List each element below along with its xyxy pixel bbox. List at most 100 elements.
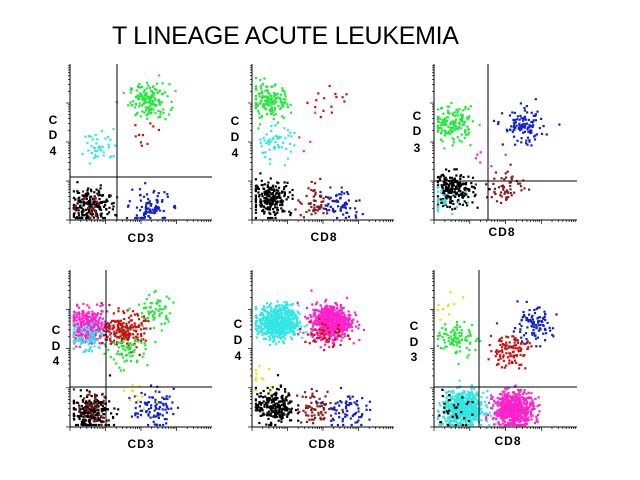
data-point-blue xyxy=(149,384,153,387)
data-point-green xyxy=(153,312,156,315)
data-point-darkred xyxy=(100,423,103,427)
data-point-green xyxy=(284,95,287,98)
y-axis-label: 4 xyxy=(50,144,57,158)
data-point-blue xyxy=(165,405,168,408)
data-point-black xyxy=(261,402,264,405)
data-point-green xyxy=(259,100,262,103)
data-point-black xyxy=(453,188,456,191)
data-point-darkred xyxy=(323,403,326,406)
data-point-green xyxy=(447,116,450,119)
data-point-magenta xyxy=(341,336,344,339)
data-point-cyan xyxy=(269,336,272,339)
data-point-green xyxy=(454,118,458,121)
data-point-cyan xyxy=(269,316,273,319)
data-point-cyan xyxy=(74,329,77,332)
data-point-cyan xyxy=(453,395,456,398)
data-point-black xyxy=(452,181,455,185)
data-point-magenta xyxy=(352,318,355,321)
data-point-green xyxy=(152,85,155,88)
data-point-red xyxy=(114,334,117,338)
data-point-darkred xyxy=(300,202,303,205)
data-point-darkred xyxy=(509,181,512,184)
data-point-black xyxy=(286,415,289,418)
data-point-green xyxy=(138,97,141,100)
data-point-green xyxy=(444,123,447,126)
data-point-red xyxy=(116,325,120,329)
data-point-cyan xyxy=(270,331,273,334)
data-point-green xyxy=(147,106,150,109)
data-point-cyan xyxy=(265,133,268,136)
data-point-darkred xyxy=(313,414,316,417)
data-point-black xyxy=(454,191,457,194)
data-point-green xyxy=(278,96,281,99)
data-point-black xyxy=(259,200,262,203)
data-point-magenta xyxy=(490,165,493,168)
data-point-blue xyxy=(356,421,359,424)
data-point-black xyxy=(466,204,469,207)
data-point-black xyxy=(274,408,277,411)
data-point-red xyxy=(331,345,335,348)
data-point-black xyxy=(283,404,286,407)
data-point-magenta xyxy=(326,325,329,328)
data-point-black xyxy=(445,197,448,200)
data-point-magenta xyxy=(326,329,329,332)
data-point-magenta xyxy=(337,312,340,315)
data-point-red xyxy=(120,338,124,341)
data-point-black xyxy=(108,195,111,198)
data-point-yellow xyxy=(130,389,133,392)
data-point-blue xyxy=(512,126,515,129)
data-point-black xyxy=(281,416,284,419)
data-point-darkred xyxy=(103,395,106,398)
data-point-red xyxy=(112,324,115,327)
data-point-blue xyxy=(326,204,329,207)
data-point-black xyxy=(262,412,265,415)
data-point-black xyxy=(287,402,290,405)
data-point-cyan xyxy=(90,151,93,154)
data-point-cyan xyxy=(301,336,304,339)
data-point-black xyxy=(263,190,266,193)
data-point-green xyxy=(289,103,292,106)
data-point-magenta xyxy=(98,317,101,320)
data-point-blue xyxy=(520,123,524,127)
data-point-blue xyxy=(125,216,129,220)
data-point-darkred xyxy=(314,212,317,215)
data-point-black xyxy=(272,210,275,213)
data-point-darkred xyxy=(100,415,103,418)
data-point-magenta xyxy=(90,320,93,323)
data-point-blue xyxy=(354,411,357,415)
data-point-magenta xyxy=(336,312,339,316)
data-point-blue xyxy=(532,119,535,122)
data-point-green xyxy=(436,116,440,119)
data-point-green xyxy=(150,94,153,97)
data-point-blue xyxy=(158,423,161,427)
data-point-cyan xyxy=(87,338,90,341)
data-point-cyan xyxy=(436,201,440,204)
data-point-green xyxy=(143,111,146,114)
data-point-darkred xyxy=(299,214,302,217)
data-point-magenta xyxy=(96,322,99,326)
data-point-darkred xyxy=(303,391,307,394)
data-point-red xyxy=(136,312,139,315)
data-point-black xyxy=(450,185,454,188)
data-point-green xyxy=(156,299,159,302)
data-point-magenta xyxy=(325,320,328,323)
data-point-green xyxy=(157,309,160,312)
data-point-black xyxy=(277,419,280,422)
data-point-black xyxy=(286,181,289,184)
data-point-cyan xyxy=(258,330,261,333)
data-point-green xyxy=(449,122,453,125)
data-point-green xyxy=(143,317,146,320)
data-point-magenta xyxy=(327,324,330,327)
data-point-yellow xyxy=(262,378,265,381)
data-point-magenta xyxy=(324,308,327,311)
data-point-black xyxy=(271,184,275,187)
data-point-red xyxy=(130,319,133,322)
data-point-blue xyxy=(344,216,347,219)
data-point-blue xyxy=(340,190,343,193)
data-point-green xyxy=(138,105,141,108)
data-point-blue xyxy=(157,192,160,195)
data-point-magenta xyxy=(330,315,333,318)
data-point-cyan xyxy=(99,332,102,336)
data-point-green xyxy=(147,100,150,103)
data-point-black xyxy=(461,193,464,196)
